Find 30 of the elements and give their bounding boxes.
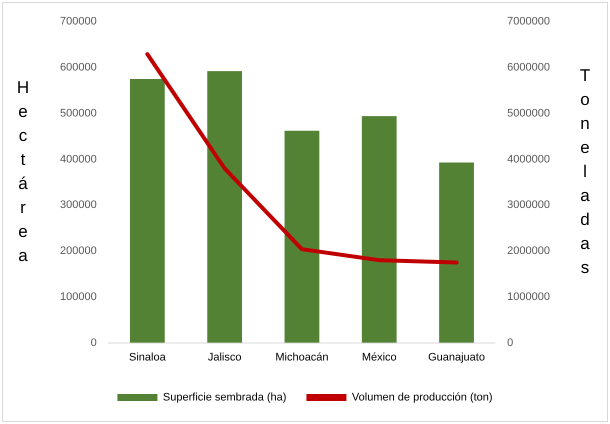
y-tick-label: 100000 xyxy=(60,290,97,303)
y-tick-label: 700000 xyxy=(60,16,97,28)
y-axis-title: Hectárea xyxy=(16,78,30,265)
x-tick-label: Jalisco xyxy=(208,351,242,364)
y-tick-label: 600000 xyxy=(60,62,97,74)
y-tick-label: 400000 xyxy=(60,153,97,166)
bar xyxy=(207,71,242,343)
y2-tick-label: 3000000 xyxy=(507,199,550,212)
y2-tick-label: 7000000 xyxy=(507,16,550,28)
bar xyxy=(439,162,474,343)
y2-tick-label: 0 xyxy=(507,336,514,349)
x-tick-label: Sinaloa xyxy=(129,351,167,364)
y2-tick-label: 2000000 xyxy=(507,245,550,258)
y2-tick-label: 6000000 xyxy=(507,62,550,74)
legend-label: Volumen de producción (ton) xyxy=(352,392,493,404)
y-tick-label: 200000 xyxy=(60,245,97,258)
bar xyxy=(130,78,165,343)
y-tick-label: 500000 xyxy=(60,107,97,120)
y-tick-label: 0 xyxy=(90,336,97,349)
legend-label: Superficie sembrada (ha) xyxy=(162,392,286,404)
y-tick-label: 300000 xyxy=(60,199,97,212)
y2-tick-label: 4000000 xyxy=(507,153,550,166)
bar xyxy=(284,130,320,343)
x-tick-label: Guanajuato xyxy=(428,351,485,364)
text: Toneladas xyxy=(580,66,590,277)
bar xyxy=(362,116,397,343)
y2-tick-label: 1000000 xyxy=(507,290,550,303)
y2-tick-label: 5000000 xyxy=(507,107,550,120)
x-tick-label: México xyxy=(362,351,397,364)
x-tick-label: Michoacán xyxy=(275,351,329,364)
